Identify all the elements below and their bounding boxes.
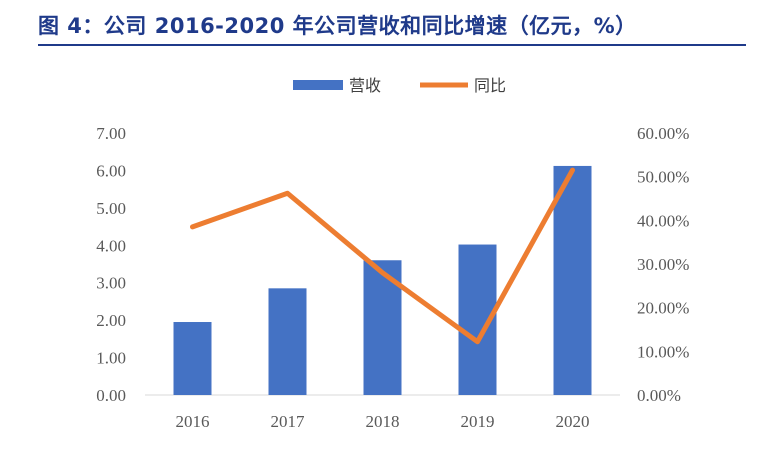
x-axis: 2016 2017 2018 2019 2020 [176, 412, 590, 431]
right-axis: 0.00% 10.00% 20.00% 30.00% 40.00% 50.00% 60.00… [637, 124, 689, 405]
x-tick-label: 2017 [271, 412, 306, 431]
x-tick-label: 2019 [461, 412, 495, 431]
left-tick-label: 5.00 [96, 199, 126, 218]
figure-title: 图 4：公司 2016-2020 年公司营收和同比增速（亿元，%） [38, 14, 637, 38]
revenue-bar [553, 165, 592, 395]
legend: 营收 同比 [293, 76, 506, 95]
left-tick-label: 4.00 [96, 236, 126, 255]
title-underline [38, 44, 746, 46]
left-tick-label: 0.00 [96, 386, 126, 405]
legend-yoy-label: 同比 [474, 76, 506, 95]
left-axis: 0.00 1.00 2.00 3.00 4.00 5.00 6.00 7.00 [96, 124, 126, 405]
left-tick-label: 3.00 [96, 274, 126, 293]
left-tick-label: 7.00 [96, 124, 126, 143]
right-tick-label: 30.00% [637, 255, 689, 274]
right-tick-label: 50.00% [637, 168, 689, 187]
right-tick-label: 20.00% [637, 299, 689, 318]
right-tick-label: 40.00% [637, 211, 689, 230]
left-tick-label: 6.00 [96, 161, 126, 180]
left-tick-label: 2.00 [96, 311, 126, 330]
right-tick-label: 60.00% [637, 124, 689, 143]
x-tick-label: 2018 [366, 412, 400, 431]
revenue-bar [173, 322, 212, 395]
left-tick-label: 1.00 [96, 349, 126, 368]
legend-revenue-swatch [293, 80, 343, 90]
legend-revenue-label: 营收 [349, 76, 381, 95]
right-tick-label: 10.00% [637, 342, 689, 361]
revenue-bars [173, 165, 592, 395]
x-tick-label: 2020 [556, 412, 590, 431]
revenue-bar [268, 288, 307, 395]
x-tick-label: 2016 [176, 412, 210, 431]
yoy-line [190, 167, 575, 345]
right-tick-label: 0.00% [637, 386, 681, 405]
